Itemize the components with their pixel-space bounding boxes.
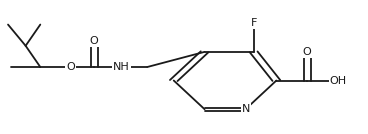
- Text: O: O: [66, 62, 75, 72]
- Text: OH: OH: [329, 76, 347, 85]
- Text: O: O: [303, 47, 312, 57]
- Text: NH: NH: [113, 62, 130, 72]
- Text: F: F: [251, 18, 257, 28]
- Text: O: O: [90, 36, 99, 46]
- Text: N: N: [241, 104, 250, 114]
